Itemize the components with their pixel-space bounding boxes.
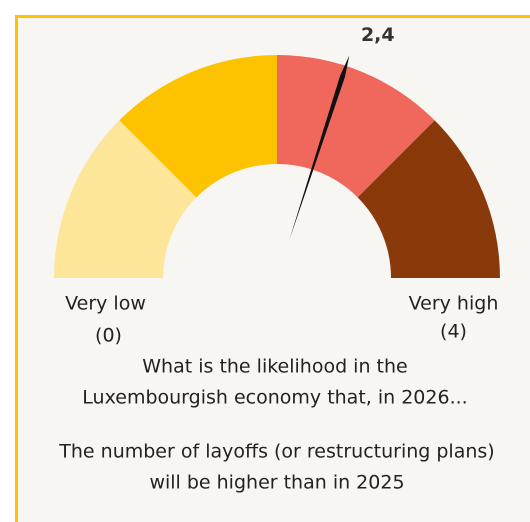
needle (289, 55, 350, 240)
range-label: Very low (65, 293, 146, 315)
gauge-band (357, 120, 500, 278)
value-label: 2,4 (361, 24, 395, 46)
range-label: Very high (409, 293, 499, 315)
question: What is the likelihood in the (142, 356, 407, 378)
gauge-band (54, 120, 197, 278)
gauge-band (119, 55, 277, 198)
tick-label: (0) (95, 325, 122, 347)
question: Luxembourgish economy that, in 2026... (82, 387, 467, 409)
gauge-band (277, 55, 435, 198)
statement: will be higher than in 2025 (149, 472, 404, 494)
tick-label: (4) (440, 321, 467, 343)
statement: The number of layoffs (or restructuring … (58, 441, 494, 463)
